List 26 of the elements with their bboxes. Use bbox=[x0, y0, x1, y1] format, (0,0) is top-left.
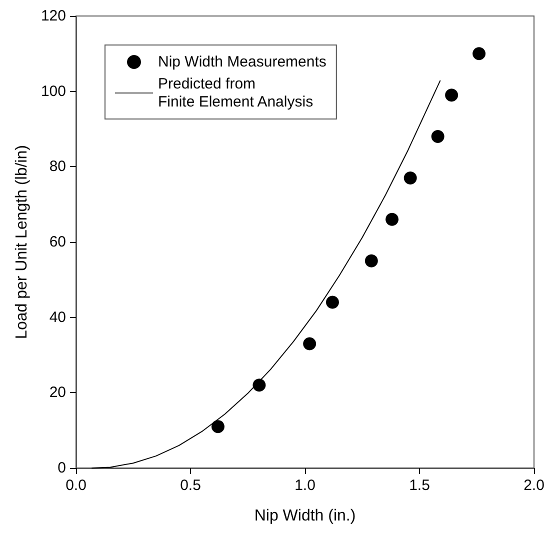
point bbox=[404, 171, 417, 184]
point bbox=[431, 130, 444, 144]
point bbox=[211, 420, 224, 434]
y-tick-label: 60 bbox=[49, 234, 66, 250]
point bbox=[326, 296, 339, 309]
x-tick-label: 0.0 bbox=[66, 477, 86, 494]
x-tick-label: 1.5 bbox=[409, 477, 430, 494]
x-tick-label: 2.0 bbox=[524, 477, 544, 494]
point bbox=[472, 47, 486, 60]
x-tick-label: 1.0 bbox=[294, 477, 316, 494]
y-tick-label: 0 bbox=[58, 460, 66, 476]
y-tick-label: 100 bbox=[40, 82, 66, 100]
point bbox=[364, 254, 378, 268]
point bbox=[445, 88, 458, 102]
y-tick-label: 20 bbox=[49, 384, 66, 402]
y-axis-title: Load per Unit Length (lb/in) bbox=[14, 145, 31, 339]
point bbox=[252, 378, 266, 392]
legend-label: Nip Width Measurements bbox=[158, 54, 326, 70]
x-tick-label: 0.5 bbox=[180, 477, 201, 494]
y-tick-label: 120 bbox=[40, 8, 66, 24]
x-axis-title: Nip Width (in.) bbox=[254, 508, 356, 524]
point bbox=[303, 337, 316, 350]
y-tick-label: 40 bbox=[49, 308, 66, 326]
legend-label: Predicted from Finite Element Analysis bbox=[158, 76, 314, 110]
y-tick-label: 80 bbox=[49, 158, 66, 176]
point bbox=[386, 212, 399, 226]
